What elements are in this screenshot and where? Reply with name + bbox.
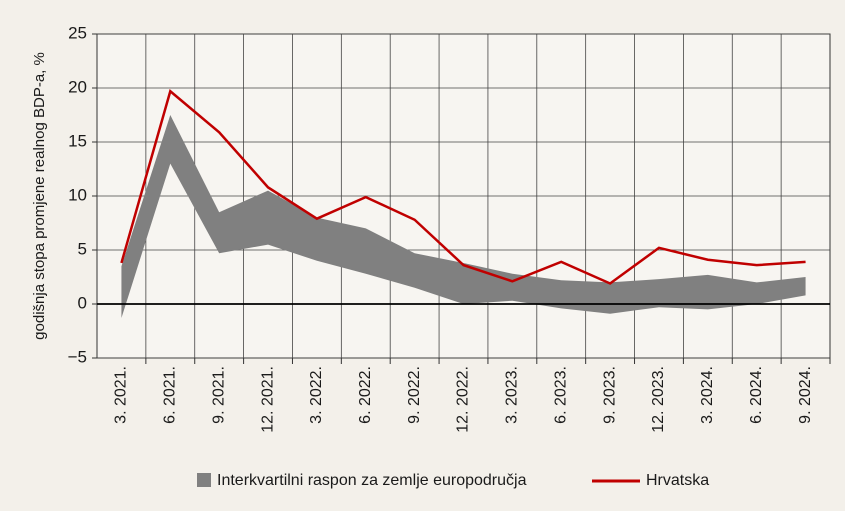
x-tick-label: 6. 2021. [162, 366, 179, 424]
y-tick-label: 0 [78, 293, 87, 312]
y-tick-label: −5 [68, 347, 87, 366]
x-tick-label: 6. 2022. [357, 366, 374, 424]
legend-label: Hrvatska [646, 472, 709, 489]
y-tick-label: 20 [68, 77, 87, 96]
x-tick-label: 3. 2021. [113, 366, 130, 424]
x-tick-label: 9. 2022. [406, 366, 423, 424]
x-tick-label: 12. 2021. [259, 366, 276, 433]
iqr-band [121, 115, 806, 319]
y-tick-label: 15 [68, 131, 87, 150]
x-tick-label: 6. 2024. [748, 366, 765, 424]
x-tick-label: 12. 2022. [455, 366, 472, 433]
x-tick-label: 3. 2023. [504, 366, 521, 424]
x-tick-label: 9. 2023. [601, 366, 618, 424]
x-tick-label: 9. 2024. [797, 366, 814, 424]
legend-label: Interkvartilni raspon za zemlje europodr… [217, 472, 527, 489]
y-tick-label: 5 [78, 239, 87, 258]
legend-swatch [197, 473, 211, 487]
x-tick-label: 3. 2024. [699, 366, 716, 424]
x-tick-label: 6. 2023. [552, 366, 569, 424]
x-tick-label: 3. 2022. [308, 366, 325, 424]
y-tick-label: 10 [68, 185, 87, 204]
line [120, 89, 806, 285]
x-tick-label: 12. 2023. [650, 366, 667, 433]
x-tick-label: 9. 2021. [210, 366, 227, 424]
y-axis-label: godišnja stopa promjene realnog BDP-a, % [31, 52, 48, 340]
y-tick-label: 25 [68, 23, 87, 42]
